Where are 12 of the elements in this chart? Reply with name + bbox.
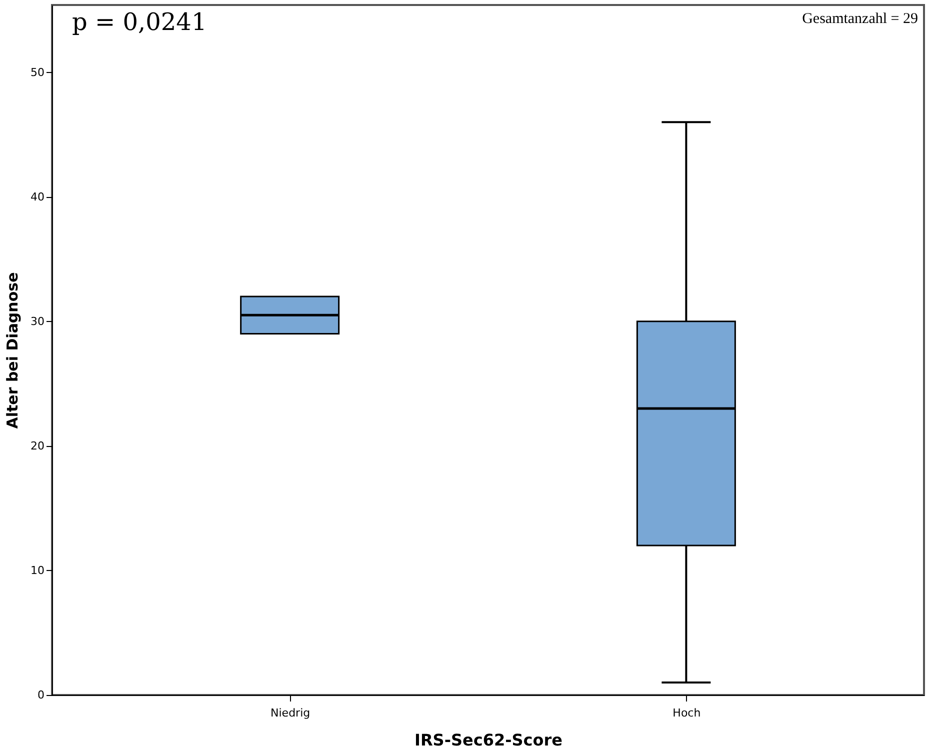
x-tick-label: Niedrig <box>270 706 310 720</box>
x-tick-label: Hoch <box>672 706 701 720</box>
y-tick-label: 10 <box>30 564 44 577</box>
y-axis-title: Alter bei Diagnose <box>4 272 22 429</box>
y-tick-label: 0 <box>38 688 44 702</box>
annotation: Gesamtanzahl = 29 <box>802 11 918 27</box>
y-tick-label: 40 <box>30 190 44 204</box>
annotation: p = 0,0241 <box>72 8 207 36</box>
y-tick-label: 50 <box>30 66 44 79</box>
y-tick-label: 30 <box>30 314 44 328</box>
x-axis-title: IRS-Sec62-Score <box>414 730 563 750</box>
y-tick-label: 20 <box>30 439 44 452</box>
